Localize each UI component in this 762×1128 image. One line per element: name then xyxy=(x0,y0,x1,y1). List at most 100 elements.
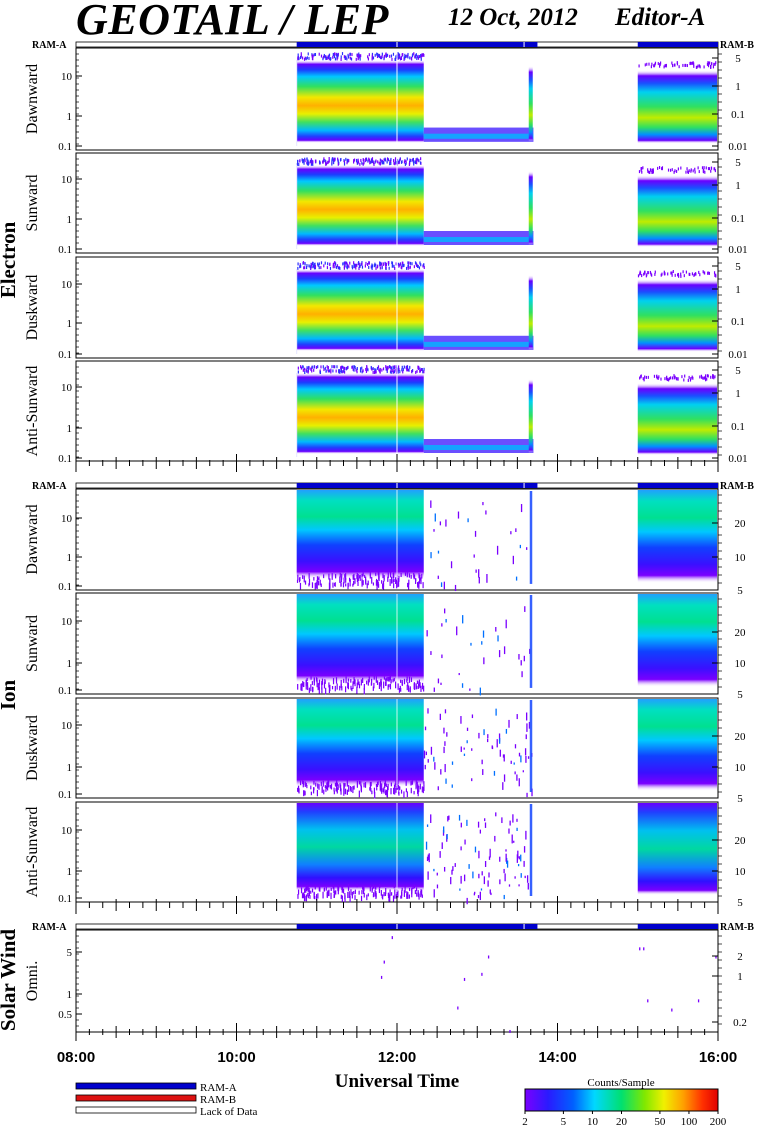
ram-label-right: RAM-B xyxy=(720,481,754,492)
electron-speckle xyxy=(686,64,688,68)
panel-label: Duskward xyxy=(24,275,41,341)
ion-speckle xyxy=(350,889,352,896)
ion-speckle xyxy=(352,786,354,794)
electron-speckle xyxy=(674,169,676,173)
ion-speckle xyxy=(364,574,366,578)
electron-speckle xyxy=(685,270,687,274)
ion-speckle xyxy=(374,885,376,890)
ion-speckle xyxy=(344,574,346,578)
ion-sparse-point xyxy=(436,884,439,889)
electron-speckle xyxy=(311,369,313,373)
electron-speckle xyxy=(649,170,651,174)
electron-speckle xyxy=(702,270,704,274)
electron-speckle xyxy=(355,263,357,267)
ion-sparse-point xyxy=(460,822,462,828)
electron-speckle xyxy=(340,366,342,370)
electron-speckle xyxy=(712,374,714,378)
electron-speckle xyxy=(688,375,690,379)
ion-sparse-point xyxy=(498,737,501,744)
electron-speckle xyxy=(703,376,705,380)
electron-speckle xyxy=(374,53,376,57)
ion-speckle xyxy=(333,787,335,792)
electron-speckle xyxy=(387,262,390,266)
ion-speckle xyxy=(387,576,389,582)
electron-speckle xyxy=(410,56,412,60)
electron-speckle xyxy=(376,265,379,269)
solar-wind-point xyxy=(715,955,717,959)
ion-speckle xyxy=(353,580,355,586)
ion-speckle xyxy=(297,894,299,899)
ion-speckle xyxy=(358,890,360,895)
electron-speckle xyxy=(353,261,355,265)
ion-speckle xyxy=(419,783,421,790)
ion-speckle xyxy=(312,787,315,794)
ion-sparse-point xyxy=(515,528,517,532)
electron-speckle xyxy=(710,166,713,170)
electron-speckle xyxy=(372,370,374,374)
electron-speckle xyxy=(416,55,418,59)
electron-speckle xyxy=(311,57,314,61)
ion-speckle xyxy=(327,785,329,791)
electron-speckle xyxy=(344,264,346,268)
electron-speckle xyxy=(406,54,408,58)
ion-speckle xyxy=(408,582,410,590)
ion-speckle xyxy=(418,785,420,793)
electron-speckle xyxy=(690,377,692,381)
electron-speckle xyxy=(390,159,392,163)
ion-sparse-point xyxy=(528,721,531,729)
electron-speckle xyxy=(408,261,410,265)
electron-speckle xyxy=(661,166,664,170)
electron-speckle xyxy=(324,159,326,163)
ion-speckle xyxy=(341,686,343,691)
solar-wind-point xyxy=(391,936,393,940)
ion-speckle xyxy=(303,790,305,797)
ram-a-segment xyxy=(397,483,525,488)
ion-speckle xyxy=(423,784,425,791)
ion-speckle xyxy=(382,788,384,793)
electron-speckle xyxy=(395,55,397,59)
ion-speckle xyxy=(324,679,326,684)
electron-speckle xyxy=(646,273,648,277)
colorbar-tick-label: 2 xyxy=(522,1116,528,1128)
right-tick-label: 0.2 xyxy=(733,1017,747,1029)
electron-speckle xyxy=(335,262,337,266)
electron-speckle xyxy=(398,159,401,163)
ion-speckle xyxy=(380,681,382,686)
electron-speckle xyxy=(306,56,308,60)
electron-speckle xyxy=(398,368,400,372)
electron-speckle xyxy=(345,367,347,371)
electron-speckle xyxy=(297,266,299,270)
ion-sparse-point xyxy=(484,818,486,822)
ion-sparse-point xyxy=(483,657,485,665)
ion-sparse-point xyxy=(426,630,428,637)
ion-speckle xyxy=(417,784,419,788)
electron-speckle xyxy=(654,272,656,276)
electron-speckle xyxy=(337,162,339,166)
ion-sparse-point xyxy=(483,876,486,885)
electron-speckle xyxy=(347,53,349,57)
ion-sparse-point xyxy=(526,792,528,798)
electron-speckle xyxy=(420,54,422,58)
ion-speckle xyxy=(410,574,412,579)
electron-speckle xyxy=(389,54,391,58)
electron-speckle xyxy=(335,265,338,269)
electron-speckle xyxy=(713,376,715,380)
panel-label: Anti-Sunward xyxy=(24,807,41,898)
ion-speckle xyxy=(406,572,408,578)
ion-speckle xyxy=(380,890,382,896)
ion-speckle xyxy=(354,889,356,895)
panel-label: Sunward xyxy=(24,175,41,232)
ion-speckle xyxy=(342,888,345,894)
electron-speckle xyxy=(358,266,360,270)
electron-speckle xyxy=(407,266,409,270)
electron-speckle xyxy=(331,159,333,163)
ion-speckle xyxy=(362,885,364,890)
electron-speckle xyxy=(715,274,717,278)
colorbar-tick-label: 20 xyxy=(616,1116,628,1128)
ion-speckle xyxy=(403,678,406,685)
ion-sparse-point xyxy=(520,504,523,513)
ion-speckle xyxy=(386,789,388,797)
electron-speckle xyxy=(327,368,329,372)
electron-speckle xyxy=(673,63,676,67)
